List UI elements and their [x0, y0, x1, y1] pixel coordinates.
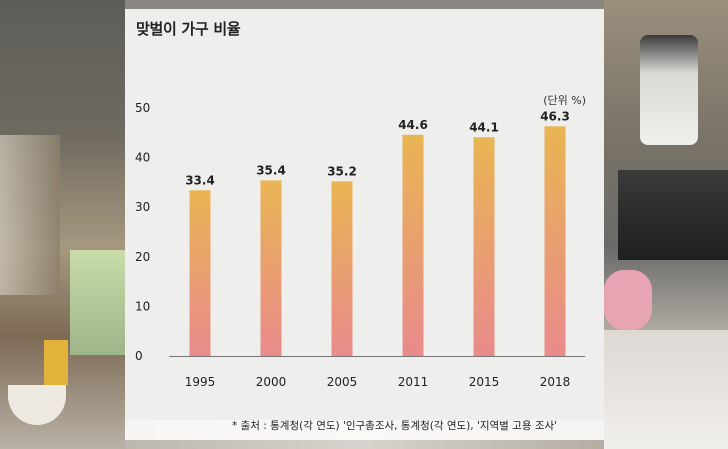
background-child-figure [604, 270, 652, 330]
y-tick-label: 20 [135, 250, 150, 264]
bar-2000 [260, 180, 282, 356]
background-bowl [8, 385, 66, 425]
x-tick-label: 2005 [327, 375, 358, 389]
background-high-chair [604, 330, 728, 449]
bar-2018 [544, 126, 566, 357]
x-tick-label: 2018 [540, 375, 571, 389]
bar-chart: 0 10 20 30 40 50 33.4 1995 35.4 2000 35.2 2005 44.6 2… [135, 101, 585, 389]
bar-1995 [189, 190, 211, 356]
y-tick-label: 0 [135, 349, 143, 363]
y-tick-label: 40 [135, 151, 150, 165]
data-label-2005: 35.2 [327, 164, 357, 178]
data-label-2015: 44.1 [469, 120, 499, 134]
data-label-2000: 35.4 [256, 163, 286, 177]
background-shelf [0, 135, 60, 295]
x-tick-label: 1995 [185, 375, 216, 389]
data-label-2018: 46.3 [540, 109, 570, 123]
x-tick-label: 2000 [256, 375, 287, 389]
data-label-1995: 33.4 [185, 173, 215, 187]
x-tick-label: 2011 [398, 375, 429, 389]
background-right-kitchen [604, 0, 728, 449]
bar-2015 [473, 137, 495, 356]
chart-title: 맞벌이 가구 비율 [136, 20, 241, 38]
background-left-kitchen [0, 0, 125, 449]
background-toy-house [70, 250, 125, 355]
background-box [44, 340, 68, 385]
y-tick-label: 30 [135, 200, 150, 214]
bar-2005 [331, 181, 353, 356]
source-note: * 출처 : 통계청(각 연도) '인구총조사, 통계청(각 연도), '지역별… [232, 420, 558, 432]
background-microwave [618, 170, 728, 260]
chart-panel: 맞벌이 가구 비율 (단위 %) 0 10 20 30 40 50 33.4 1995 35.4… [125, 9, 604, 440]
x-tick-label: 2015 [469, 375, 500, 389]
y-tick-label: 10 [135, 299, 150, 313]
bar-2011 [402, 134, 424, 356]
unit-label: (단위 %) [543, 94, 586, 107]
data-label-2011: 44.6 [398, 118, 428, 132]
y-tick-label: 50 [135, 101, 150, 115]
background-blender [640, 35, 698, 145]
